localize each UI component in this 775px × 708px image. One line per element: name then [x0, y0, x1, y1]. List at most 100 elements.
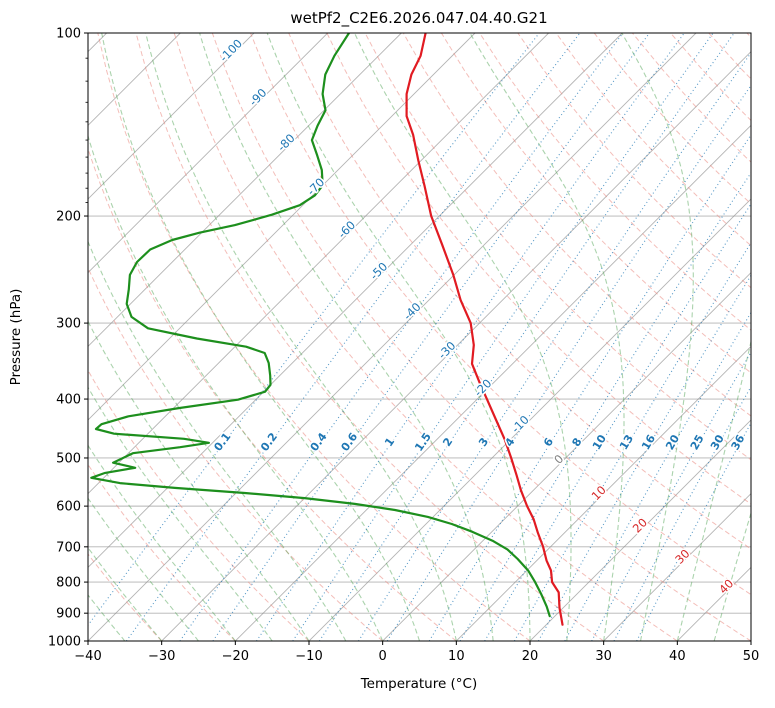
isotherm-label: -70	[304, 175, 327, 198]
dry-adiabat-line	[326, 33, 751, 505]
mixing-ratio-line	[636, 421, 751, 641]
isotherm-label: 10	[589, 483, 609, 503]
axes-frame	[87, 32, 752, 642]
y-tick-label: 300	[56, 317, 81, 332]
x-tick-label: 40	[669, 649, 686, 664]
mixing-ratio-line	[212, 33, 650, 641]
mixing-ratio-label: 1.5	[412, 430, 434, 453]
moist-adiabat-line	[750, 639, 751, 641]
dry-adiabat-line	[250, 33, 751, 596]
y-tick-label: 400	[56, 393, 81, 408]
x-tick-label: −20	[222, 649, 249, 664]
moist-adiabat-line	[88, 320, 310, 641]
isotherm-line	[456, 345, 751, 641]
mixing-ratio-line	[564, 311, 751, 641]
isotherm-label: 40	[716, 576, 736, 596]
dry-adiabat-line	[517, 33, 751, 289]
isotherm-line	[235, 124, 751, 641]
isotherm-line	[677, 566, 751, 641]
mixing-ratio-line	[459, 171, 751, 641]
isotherm-line	[88, 33, 328, 274]
mixing-ratio-line	[292, 33, 714, 641]
moist-adiabat-line	[145, 33, 457, 641]
x-tick-label: 20	[522, 649, 539, 664]
y-tick-label: 500	[56, 451, 81, 466]
dry-adiabat-line	[364, 33, 751, 461]
chart-layers: -100-90-80-70-60-50-40-30-20-10010203040…	[48, 27, 759, 665]
x-tick-label: −40	[74, 649, 101, 664]
y-tick-label: 700	[56, 540, 81, 555]
mixing-ratio-label: 25	[688, 433, 707, 453]
mixing-ratio-line	[428, 133, 751, 641]
isotherm-label: -40	[400, 300, 423, 323]
dry-adiabat-line	[479, 33, 751, 331]
moist-adiabat-line	[88, 134, 384, 641]
isotherm-label: 30	[672, 546, 692, 566]
y-tick-label: 100	[56, 27, 81, 42]
moist-adiabat-line	[88, 240, 347, 641]
chart-title: wetPf2_C2E6.2026.047.04.40.G21	[290, 9, 547, 28]
y-tick-label: 1000	[48, 635, 81, 650]
isotherm-label: -50	[367, 259, 390, 282]
isotherm-line	[308, 198, 751, 641]
x-tick-label: 30	[595, 649, 612, 664]
mixing-ratio-line	[386, 84, 751, 641]
dry-adiabat-line	[135, 33, 604, 641]
moist-adiabat-line	[676, 339, 751, 641]
dry-adiabat-line	[88, 553, 163, 641]
y-tick-label: 600	[56, 500, 81, 515]
dry-adiabat-line	[88, 463, 236, 641]
isotherm-label: -20	[471, 376, 494, 399]
temperature-curve	[405, 33, 564, 626]
mixing-ratio-label: 8	[569, 436, 584, 449]
dry-adiabat-line	[708, 33, 751, 80]
isotherm-line	[88, 33, 697, 641]
mixing-ratio-line	[88, 33, 540, 627]
dry-adiabat-line	[555, 33, 751, 247]
dry-adiabat-line	[288, 33, 751, 550]
dry-adiabat-line	[88, 266, 384, 641]
moist-adiabat-line	[469, 33, 625, 641]
dry-adiabat-line	[632, 33, 751, 163]
dry-adiabat-line	[402, 33, 751, 417]
isotherm-label: -80	[274, 131, 297, 154]
mixing-ratio-label: 0.2	[258, 430, 280, 453]
moist-adiabat-line	[88, 444, 236, 641]
y-tick-label: 800	[56, 576, 81, 591]
isotherm-label: -10	[509, 413, 532, 436]
x-tick-label: −10	[295, 649, 322, 664]
x-tick-label: 10	[448, 649, 465, 664]
isotherm-line	[603, 493, 751, 641]
isotherm-label: -60	[335, 218, 358, 241]
moist-adiabat-line	[713, 511, 751, 641]
mixing-ratio-label: 0.1	[211, 430, 233, 453]
moist-adiabat-line	[88, 497, 199, 641]
plot-area	[88, 33, 751, 641]
mixing-ratio-label: 30	[708, 432, 727, 452]
mixing-ratio-line	[513, 241, 751, 641]
mixing-ratio-label: 16	[639, 432, 658, 452]
mixing-ratio-line	[179, 33, 624, 641]
mixing-ratio-label: 4	[503, 435, 518, 449]
moist-adiabat-line	[88, 386, 273, 641]
mixing-ratio-line	[537, 274, 751, 641]
moist-adiabat-line	[621, 33, 694, 641]
mixing-ratio-line	[591, 351, 751, 641]
y-axis-label: Pressure (hPa)	[8, 289, 24, 386]
dewpoint-curve	[90, 33, 551, 618]
isotherm-label: -90	[246, 86, 269, 109]
dry-adiabat-line	[88, 146, 457, 641]
dry-adiabat-line	[211, 33, 751, 641]
moist-adiabat-line	[266, 33, 531, 641]
dry-adiabat-line	[440, 33, 751, 374]
moist-adiabat-line	[199, 33, 494, 641]
mixing-ratio-line	[358, 51, 751, 641]
dry-adiabat-line	[88, 369, 310, 641]
y-tick-label: 900	[56, 607, 81, 622]
isotherm-line	[382, 272, 751, 641]
mixing-ratio-label: 20	[663, 432, 682, 452]
isotherm-label: -100	[217, 36, 245, 64]
isotherm-line	[529, 419, 751, 641]
